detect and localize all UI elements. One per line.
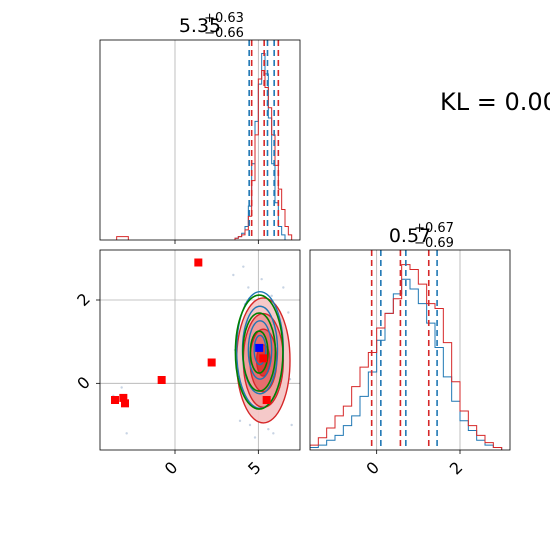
panel-scatter: 0 5 0 2 [73, 249, 301, 479]
scatter-red-marker [111, 396, 119, 404]
contour-blue-level [247, 320, 273, 380]
hist2-xtick-label: 2 [446, 458, 467, 479]
hist2-plus: +0.67 [414, 221, 454, 236]
scatter-red-marker [157, 376, 166, 384]
scatter-ytick-label: 2 [73, 289, 94, 310]
contour-green-level [249, 330, 269, 374]
scatter-sample-point [242, 265, 245, 268]
hist1-title: 5.35 [179, 15, 221, 37]
kl-annotation: KL = 0.00 [440, 88, 550, 116]
scatter-sample-point [247, 286, 250, 289]
hist1-median: 5.35 [179, 15, 221, 37]
scatter-sample-point [232, 273, 235, 277]
scatter-sample-point [125, 432, 128, 435]
scatter-sample-point [120, 386, 123, 389]
scatter-xtick-label: 5 [244, 458, 265, 479]
hist2-xtick-label: 0 [362, 458, 383, 479]
hist2-median: 0.57 [389, 225, 431, 247]
scatter-blue-marker [255, 343, 264, 352]
scatter-red-marker [262, 396, 271, 404]
scatter-sample-point [267, 427, 270, 431]
scatter-sample-point [290, 423, 293, 427]
scatter-sample-point [253, 436, 257, 439]
scatter-red-marker [121, 399, 129, 408]
hist1-red-outlier-bin [116, 236, 129, 240]
scatter-sample-point [270, 294, 273, 298]
hist1-frame [100, 40, 300, 240]
scatter-sample-point [272, 432, 275, 435]
scatter-sample-point [260, 277, 263, 281]
scatter-sample-point [287, 311, 290, 314]
scatter-red-marker [119, 393, 128, 402]
contour-green-level [234, 294, 284, 410]
scatter-xtick-label: 0 [161, 458, 182, 479]
scatter-ytick-label: 0 [73, 373, 94, 394]
hist1-minus: −0.66 [204, 26, 244, 41]
hist1-series-red [234, 70, 293, 240]
hist2-series-blue [310, 278, 503, 450]
panel-hist-param1: 5.35 +0.63 −0.66 [99, 11, 301, 241]
contour-blue-level [253, 334, 267, 366]
scatter-red-marker [207, 358, 216, 367]
hist2-title: 0.57 [389, 225, 431, 247]
scatter-red-marker [194, 258, 203, 267]
scatter-sample-point [238, 419, 242, 423]
panel-hist-param2: 0 2 0.57 +0.67 −0.69 [309, 221, 511, 479]
scatter-sample-point [282, 286, 285, 289]
hist1-plus: +0.63 [204, 11, 244, 26]
hist2-minus: −0.69 [414, 236, 454, 251]
scatter-sample-point [248, 423, 252, 427]
scatter-red-marker [259, 354, 268, 363]
contour-green-level [242, 312, 277, 392]
